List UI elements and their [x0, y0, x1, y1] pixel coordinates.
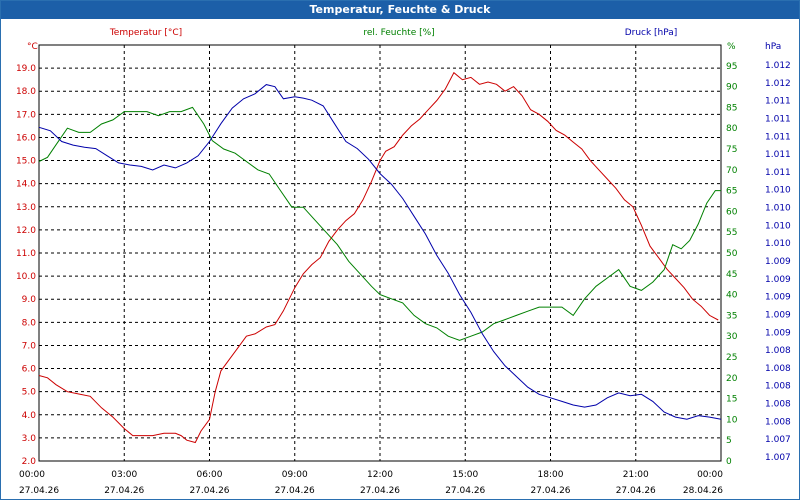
temperature-tick-label: 3.0 [22, 434, 37, 444]
x-tick-date: 28.04.26 [683, 486, 723, 496]
humidity-tick-label: 0 [726, 457, 732, 467]
x-tick-date: 27.04.26 [19, 486, 59, 496]
temperature-tick-label: 15.0 [16, 157, 36, 167]
series-lines [38, 71, 722, 444]
humidity-axis-title: rel. Feuchte [%] [363, 28, 434, 38]
pressure-series-line [38, 84, 722, 420]
pressure-tick-label: 1.009 [765, 257, 791, 267]
x-tick-date: 27.04.26 [189, 486, 229, 496]
pressure-tick-label: 1.009 [765, 310, 791, 320]
pressure-tick-label: 1.009 [765, 328, 791, 338]
pressure-tick-label: 1.008 [765, 400, 791, 410]
humidity-tick-label: 5 [726, 436, 732, 446]
pressure-tick-label: 1.009 [765, 293, 791, 303]
x-tick-date: 27.04.26 [616, 486, 656, 496]
humidity-tick-label: 40 [726, 291, 738, 301]
pressure-tick-label: 1.012 [765, 79, 791, 89]
pressure-axis-title: Druck [hPa] [625, 28, 678, 38]
pressure-tick-label: 1.010 [765, 204, 791, 214]
pressure-tick-label: 1.007 [765, 453, 791, 463]
humidity-tick-label: 15 [726, 395, 737, 405]
pressure-tick-label: 1.008 [765, 417, 791, 427]
temperature-tick-label: 7.0 [22, 341, 37, 351]
temperature-tick-label: 5.0 [22, 388, 37, 398]
humidity-tick-label: 30 [726, 332, 738, 342]
pressure-tick-label: 1.009 [765, 275, 791, 285]
x-tick-time: 00:00 [19, 470, 45, 480]
axes: 00:00 27.04.26 03:00 27.04.26 06:00 27.04.26 0… [16, 61, 791, 496]
humidity-series-line [38, 106, 721, 341]
humidity-tick-label: 50 [726, 249, 738, 259]
humidity-tick-label: 10 [726, 415, 738, 425]
temperature-tick-label: 18.0 [16, 87, 36, 97]
pressure-tick-label: 1.011 [765, 132, 791, 142]
temperature-tick-label: 17.0 [16, 110, 36, 120]
temperature-tick-label: 12.0 [16, 226, 36, 236]
temperature-unit-label: °C [27, 42, 38, 52]
humidity-tick-label: 55 [726, 228, 737, 238]
humidity-tick-label: 60 [726, 207, 738, 217]
x-tick-time: 18:00 [538, 470, 564, 480]
humidity-tick-label: 20 [726, 374, 738, 384]
pressure-tick-label: 1.012 [765, 61, 791, 71]
temperature-tick-label: 19.0 [16, 64, 36, 74]
pressure-tick-label: 1.008 [765, 346, 791, 356]
pressure-tick-label: 1.010 [765, 239, 791, 249]
temperature-tick-label: 16.0 [16, 133, 36, 143]
humidity-unit-label: % [727, 42, 736, 52]
temperature-tick-label: 2.0 [22, 457, 37, 467]
plot-area [38, 44, 722, 462]
pressure-tick-label: 1.010 [765, 186, 791, 196]
humidity-tick-label: 75 [726, 145, 737, 155]
temperature-tick-label: 10.0 [16, 272, 36, 282]
pressure-tick-label: 1.011 [765, 97, 791, 107]
x-tick-date: 27.04.26 [104, 486, 144, 496]
pressure-tick-label: 1.011 [765, 150, 791, 160]
x-tick-date: 27.04.26 [275, 486, 315, 496]
humidity-tick-label: 45 [726, 270, 737, 280]
pressure-tick-label: 1.011 [765, 114, 791, 124]
temperature-axis-title: Temperatur [°C] [109, 28, 182, 38]
temperature-tick-label: 8.0 [22, 318, 37, 328]
x-tick-date: 27.04.26 [360, 486, 400, 496]
x-tick-time: 06:00 [197, 470, 223, 480]
humidity-tick-label: 85 [726, 103, 737, 113]
humidity-tick-label: 35 [726, 311, 737, 321]
temperature-tick-label: 13.0 [16, 203, 36, 213]
humidity-tick-label: 95 [726, 62, 737, 72]
x-tick-time: 03:00 [111, 470, 137, 480]
humidity-tick-label: 90 [726, 83, 738, 93]
x-tick-time: 12:00 [367, 470, 393, 480]
temperature-tick-label: 11.0 [16, 249, 36, 259]
window-title: Temperatur, Feuchte & Druck [1, 1, 799, 19]
x-tick-time: 15:00 [452, 470, 478, 480]
x-tick-date: 27.04.26 [445, 486, 485, 496]
humidity-tick-label: 70 [726, 166, 738, 176]
chart-svg: 00:00 27.04.26 03:00 27.04.26 06:00 27.04.26 0… [16, 28, 791, 496]
x-tick-date: 27.04.26 [530, 486, 570, 496]
temperature-tick-label: 4.0 [22, 411, 37, 421]
pressure-tick-label: 1.007 [765, 435, 791, 445]
pressure-unit-label: hPa [765, 42, 781, 52]
x-tick-time: 21:00 [623, 470, 649, 480]
temperature-tick-label: 14.0 [16, 180, 36, 190]
temperature-tick-label: 6.0 [22, 365, 37, 375]
humidity-tick-label: 80 [726, 124, 738, 134]
x-tick-time: 00:00 [697, 470, 723, 480]
humidity-tick-label: 25 [726, 353, 737, 363]
pressure-tick-label: 1.008 [765, 364, 791, 374]
temperature-series-line [38, 71, 719, 444]
pressure-tick-label: 1.011 [765, 168, 791, 178]
humidity-tick-label: 65 [726, 187, 737, 197]
x-tick-time: 09:00 [282, 470, 308, 480]
pressure-tick-label: 1.008 [765, 382, 791, 392]
temperature-tick-label: 9.0 [22, 295, 37, 305]
pressure-tick-label: 1.010 [765, 221, 791, 231]
